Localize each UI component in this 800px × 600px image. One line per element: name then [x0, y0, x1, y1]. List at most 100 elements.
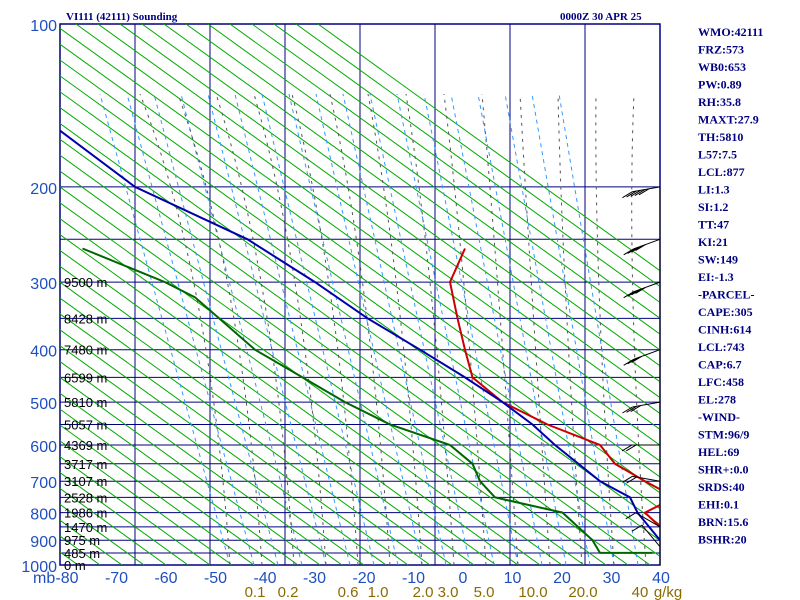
dry-adiabat-line: [251, 24, 660, 319]
series-line-1: [82, 247, 653, 554]
mixing-ratio-label: 0.6: [338, 584, 359, 600]
index-entry: RH:35.8: [698, 95, 741, 109]
height-label: 2528 m: [64, 490, 107, 505]
wind-barb-flag: [622, 406, 633, 414]
height-label: 6599 m: [64, 370, 107, 385]
index-entry: WB0:653: [698, 60, 746, 74]
index-entry: CINH:614: [698, 323, 751, 337]
index-entry: FRZ:573: [698, 43, 744, 57]
dry-adiabat-line: [60, 456, 211, 565]
mixing-ratio-line: [423, 93, 519, 565]
index-entry: SI:1.2: [698, 200, 728, 214]
wind-barb-flag: [626, 405, 637, 413]
pressure-tick-label: 700: [30, 475, 57, 492]
dry-adiabat-line: [60, 43, 660, 478]
wind-barb-flag: [621, 444, 633, 452]
height-label: 1986 m: [64, 506, 107, 521]
x-tick-label: -30: [303, 570, 326, 587]
wind-barb-flag: [635, 286, 646, 294]
x-tick-label: 20: [553, 570, 571, 587]
wind-barb-staff: [633, 238, 661, 250]
height-label: 5057 m: [64, 418, 107, 433]
x-tick-label: -50: [204, 570, 227, 587]
height-label: 1470 m: [64, 520, 107, 535]
dry-adiabat-line: [75, 24, 660, 446]
pressure-tick-label: 100: [30, 18, 57, 35]
pressure-tick-label: 400: [30, 344, 57, 361]
wind-barb-flag: [631, 524, 643, 532]
wind-barb-flag: [631, 245, 642, 253]
index-entry: MAXT:27.9: [698, 113, 759, 127]
moist-adiabat-line: [329, 93, 391, 565]
dry-adiabat-line: [60, 186, 585, 565]
dry-adiabat-line: [60, 249, 497, 565]
index-entry: BSHR:20: [698, 533, 747, 547]
x-tick-label: 40: [652, 570, 670, 587]
index-entry: BRN:15.6: [698, 515, 748, 529]
mixing-ratio-label: 0.2: [278, 584, 299, 600]
wind-barb-flag: [631, 355, 642, 363]
dry-adiabat-line: [60, 170, 607, 565]
indices-panel: WMO:42111 FRZ:573 WB0:653 PW:0.89 RH:35.8 MAX…: [698, 25, 763, 547]
mixing-ratio-label: 40: [632, 584, 649, 600]
wind-barb-staff: [641, 524, 661, 548]
dry-adiabat-line: [97, 24, 660, 431]
x-tick-label: -70: [105, 570, 128, 587]
index-entry: STM:96/9: [698, 428, 749, 442]
moist-adiabat-line: [139, 93, 231, 565]
index-entry: SHR+:0.0: [698, 463, 749, 477]
wind-barb-staff: [635, 512, 661, 528]
x-tick-label: 10: [504, 570, 522, 587]
index-entry: TH:5810: [698, 130, 743, 144]
index-entry: TT:47: [698, 218, 729, 232]
wind-barb-flag: [638, 188, 650, 196]
x-tick-label: -10: [402, 570, 425, 587]
index-entry: LI:1.3: [698, 183, 730, 197]
x-axis-unit-label: mb: [33, 570, 55, 587]
moist-adiabat-line: [253, 93, 327, 565]
series-line-2: [60, 129, 660, 542]
wind-barb-staff: [633, 281, 661, 293]
x-tick-label: -60: [154, 570, 177, 587]
dry-adiabat-line: [60, 360, 343, 565]
wind-barb-flag: [635, 244, 646, 251]
index-entry: LCL:743: [698, 340, 745, 354]
index-entry: EL:278: [698, 393, 736, 407]
dry-adiabat-line: [60, 297, 431, 565]
moist-adiabat-line: [291, 93, 359, 565]
wind-barb-flag: [630, 405, 641, 412]
height-label: 3717 m: [64, 457, 107, 472]
wind-barb-flag: [627, 289, 638, 297]
wind-barb-staff: [633, 349, 661, 360]
wind-barb-flag: [627, 246, 638, 254]
mixing-ratio-line: [396, 93, 495, 565]
adiabat-lines: [60, 24, 660, 565]
index-entry: -PARCEL-: [698, 288, 754, 302]
wind-barb-flag: [634, 189, 646, 196]
wind-profile: [621, 186, 661, 565]
index-entry: CAPE:305: [698, 305, 753, 319]
dry-adiabat-line: [229, 24, 660, 335]
mixing-ratio-line: [234, 93, 351, 565]
index-entry: L57:7.5: [698, 148, 737, 162]
index-entry: SRDS:40: [698, 480, 745, 494]
dry-adiabat-line: [141, 24, 660, 399]
height-label: 8428 m: [64, 311, 107, 326]
chart-time-label: 0000Z 30 APR 25: [560, 11, 642, 23]
height-label: 485 m: [64, 546, 100, 561]
x-tick-label: -40: [253, 570, 276, 587]
pressure-tick-label: 900: [30, 534, 57, 551]
dry-adiabat-line: [60, 265, 475, 565]
mixing-ratio-label: 2.0: [413, 584, 434, 600]
dry-adiabat-line: [60, 75, 660, 510]
sounding-series: [60, 129, 660, 554]
wind-barb-flag: [630, 189, 641, 197]
height-label: 0 m: [64, 558, 86, 573]
dry-adiabat-line: [60, 122, 660, 557]
dry-adiabat-line: [60, 202, 563, 565]
wind-barb-flag: [623, 248, 634, 256]
pressure-tick-label: 300: [30, 276, 57, 293]
dry-adiabat-line: [60, 472, 189, 565]
